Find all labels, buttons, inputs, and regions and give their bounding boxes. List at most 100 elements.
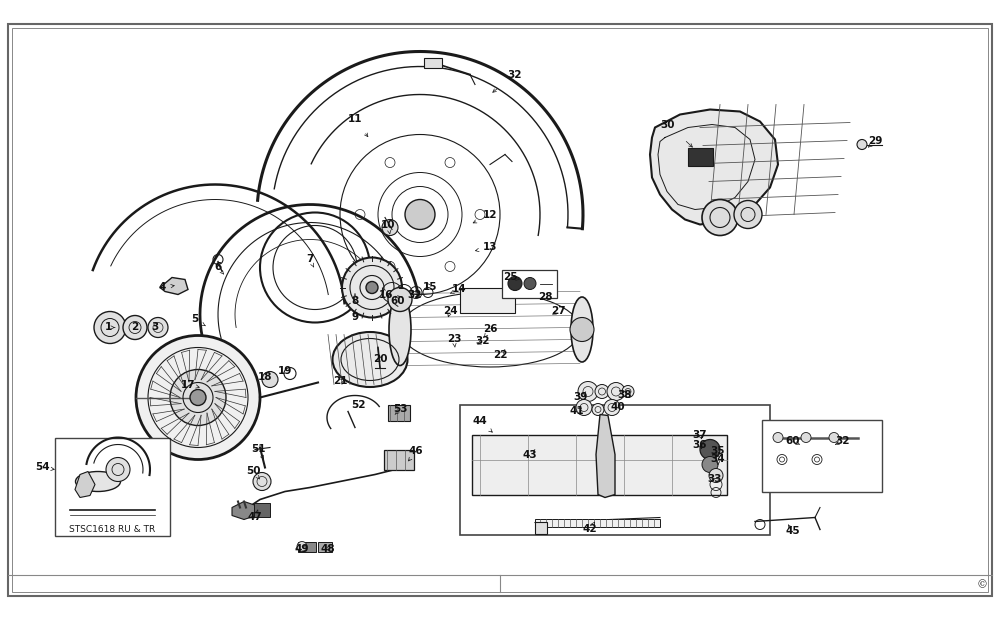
Text: 25: 25	[503, 272, 517, 282]
Circle shape	[297, 542, 307, 552]
Text: 9: 9	[351, 313, 359, 322]
Circle shape	[734, 201, 762, 228]
Circle shape	[700, 439, 720, 459]
Text: 44: 44	[473, 417, 487, 426]
Text: 40: 40	[611, 402, 625, 412]
Text: 54: 54	[35, 462, 49, 472]
Text: 32: 32	[476, 337, 490, 347]
Polygon shape	[232, 501, 256, 519]
Text: 19: 19	[278, 366, 292, 376]
Bar	[388, 404, 410, 420]
Circle shape	[366, 282, 378, 293]
Ellipse shape	[389, 293, 411, 365]
Bar	[384, 449, 414, 469]
Polygon shape	[596, 415, 615, 498]
Text: 48: 48	[321, 545, 335, 555]
Text: 30: 30	[661, 119, 675, 129]
Polygon shape	[650, 110, 778, 225]
Circle shape	[262, 371, 278, 387]
Bar	[318, 542, 332, 552]
Text: 32: 32	[408, 290, 422, 300]
Text: 8: 8	[351, 297, 359, 306]
Text: 60: 60	[786, 436, 800, 446]
Circle shape	[94, 311, 126, 344]
Circle shape	[709, 469, 723, 482]
Text: 10: 10	[381, 220, 395, 230]
Circle shape	[595, 384, 609, 399]
Text: 50: 50	[246, 467, 260, 477]
Text: 42: 42	[583, 524, 597, 534]
Circle shape	[405, 199, 435, 230]
Circle shape	[576, 399, 592, 415]
Text: 46: 46	[409, 446, 423, 456]
Text: 41: 41	[570, 407, 584, 417]
Polygon shape	[75, 472, 95, 498]
Text: 32: 32	[508, 69, 522, 79]
Circle shape	[578, 381, 598, 402]
Text: 4: 4	[158, 282, 166, 293]
Text: 32: 32	[836, 436, 850, 446]
Text: 11: 11	[348, 115, 362, 124]
Text: 45: 45	[786, 527, 800, 537]
Circle shape	[524, 277, 536, 290]
Circle shape	[604, 399, 620, 415]
Text: 6: 6	[214, 262, 222, 272]
Bar	[502, 269, 557, 298]
Text: 49: 49	[295, 545, 309, 555]
Circle shape	[148, 318, 168, 337]
Text: 13: 13	[483, 243, 497, 253]
Circle shape	[801, 433, 811, 443]
Bar	[472, 435, 727, 495]
Bar	[460, 287, 515, 313]
Circle shape	[388, 287, 412, 311]
Text: 26: 26	[483, 324, 497, 334]
Circle shape	[570, 318, 594, 342]
Circle shape	[106, 457, 130, 482]
Circle shape	[622, 386, 634, 397]
Bar	[298, 542, 316, 552]
Text: 37: 37	[693, 430, 707, 439]
Text: 23: 23	[447, 334, 461, 345]
Bar	[460, 404, 770, 534]
Text: 51: 51	[251, 444, 265, 454]
Circle shape	[342, 258, 402, 318]
Circle shape	[508, 277, 522, 290]
Circle shape	[170, 370, 226, 425]
Text: 18: 18	[258, 373, 272, 383]
Text: ©: ©	[976, 581, 988, 591]
Circle shape	[607, 383, 625, 400]
Text: 20: 20	[373, 355, 387, 365]
Text: 27: 27	[551, 306, 565, 316]
Circle shape	[325, 119, 515, 310]
Text: 36: 36	[693, 439, 707, 449]
Text: 34: 34	[711, 454, 725, 464]
Bar	[688, 147, 713, 165]
Bar	[424, 58, 442, 67]
Bar	[762, 420, 882, 491]
Text: 7: 7	[306, 254, 314, 264]
Bar	[535, 521, 547, 534]
Circle shape	[702, 199, 738, 235]
Ellipse shape	[392, 285, 588, 373]
Text: 35: 35	[711, 446, 725, 456]
Circle shape	[857, 139, 867, 150]
Text: 47: 47	[248, 513, 262, 522]
Circle shape	[365, 160, 475, 269]
Text: 16: 16	[379, 290, 393, 300]
Text: 1: 1	[104, 322, 112, 332]
Polygon shape	[688, 92, 855, 230]
Ellipse shape	[76, 472, 120, 491]
Circle shape	[136, 335, 260, 459]
Bar	[55, 438, 170, 535]
Text: 39: 39	[574, 392, 588, 402]
Circle shape	[253, 472, 271, 490]
Circle shape	[702, 456, 718, 472]
Circle shape	[773, 433, 783, 443]
Text: 60: 60	[391, 297, 405, 306]
Circle shape	[382, 220, 398, 235]
Text: 22: 22	[493, 350, 507, 360]
Circle shape	[829, 433, 839, 443]
Text: 12: 12	[483, 209, 497, 220]
Text: 28: 28	[538, 293, 552, 303]
Text: 17: 17	[181, 379, 195, 389]
